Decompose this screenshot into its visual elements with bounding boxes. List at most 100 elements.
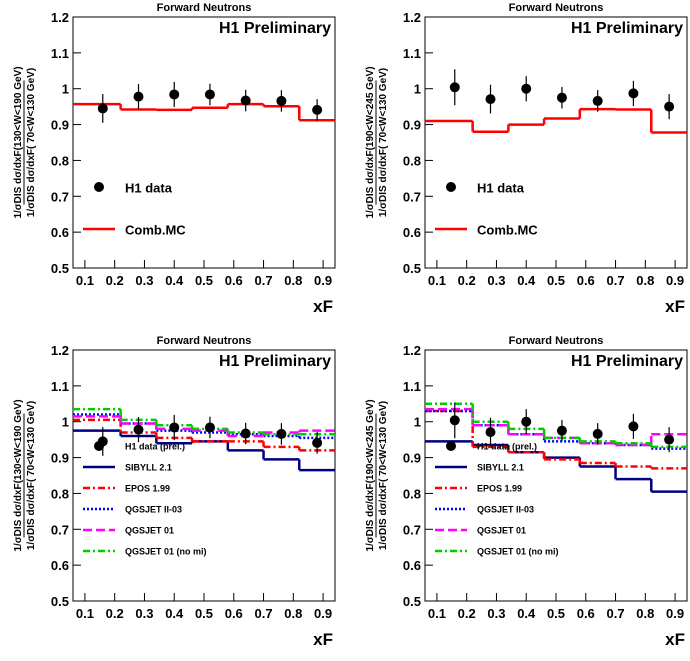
y-axis-label: 1/σDIS dσ/dxF(190<W<245 GeV) 1/σDIS dσ/dx… bbox=[365, 66, 389, 218]
data-point bbox=[276, 95, 287, 106]
y-tick-label: 0.8 bbox=[403, 153, 421, 168]
y-label-denominator: 1/σDIS dσ/dxF( 70<W<130 GeV) bbox=[26, 68, 37, 217]
data-point bbox=[133, 91, 144, 102]
plot-frame bbox=[424, 16, 688, 269]
x-tick-label: 0.4 bbox=[517, 606, 536, 621]
y-tick-label: 0.6 bbox=[403, 558, 421, 573]
y-label-numerator: 1/σDIS dσ/dxF(190<W<245 GeV) bbox=[365, 399, 376, 551]
x-tick-label: 0.6 bbox=[577, 273, 595, 288]
y-label-denominator: 1/σDIS dσ/dxF( 70<W<130 GeV) bbox=[26, 401, 37, 550]
y-tick-label: 1 bbox=[414, 82, 421, 97]
legend-marker bbox=[446, 182, 456, 192]
legend-label: QGSJET 01 bbox=[125, 526, 174, 536]
data-point bbox=[276, 428, 287, 439]
legend-label: SIBYLL 2.1 bbox=[125, 463, 172, 473]
y-axis-label: 1/σDIS dσ/dxF(130<W<190 GeV) 1/σDIS dσ/dx… bbox=[13, 66, 37, 218]
y-label-numerator: 1/σDIS dσ/dxF(130<W<190 GeV) bbox=[13, 66, 24, 218]
x-tick-label: 0.6 bbox=[225, 606, 243, 621]
data-point bbox=[449, 82, 460, 93]
data-point bbox=[521, 83, 532, 94]
data-point bbox=[312, 437, 323, 448]
y-tick-label: 1.1 bbox=[51, 46, 69, 61]
x-tick-label: 0.1 bbox=[76, 606, 94, 621]
legend-label: QGSJET 01 (no mi) bbox=[477, 547, 559, 557]
x-tick-label: 0.2 bbox=[458, 606, 476, 621]
plot-frame bbox=[72, 349, 336, 602]
x-axis-label: xF bbox=[313, 297, 333, 316]
y-tick-label: 0.7 bbox=[51, 189, 69, 204]
y-axis-label: 1/σDIS dσ/dxF(190<W<245 GeV) 1/σDIS dσ/dx… bbox=[365, 399, 389, 551]
x-tick-label: 0.8 bbox=[284, 273, 302, 288]
annotation: H1 Preliminary bbox=[219, 353, 331, 370]
x-tick-label: 0.3 bbox=[135, 273, 153, 288]
x-tick-label: 0.6 bbox=[225, 273, 243, 288]
y-label-numerator: 1/σDIS dσ/dxF(190<W<245 GeV) bbox=[365, 66, 376, 218]
x-tick-label: 0.5 bbox=[547, 606, 565, 621]
y-label-denominator: 1/σDIS dσ/dxF( 70<W<130 GeV) bbox=[378, 68, 389, 217]
x-tick-label: 0.3 bbox=[487, 273, 505, 288]
x-tick-label: 0.7 bbox=[255, 273, 273, 288]
y-label-denominator: 1/σDIS dσ/dxF( 70<W<130 GeV) bbox=[378, 401, 389, 550]
data-point bbox=[556, 425, 567, 436]
y-tick-label: 1 bbox=[414, 415, 421, 430]
y-tick-label: 0.9 bbox=[403, 118, 421, 133]
y-tick-label: 0.7 bbox=[403, 522, 421, 537]
y-tick-label: 0.7 bbox=[51, 522, 69, 537]
y-tick-label: 0.6 bbox=[403, 225, 421, 240]
x-tick-label: 0.5 bbox=[547, 273, 565, 288]
y-tick-label: 0.7 bbox=[403, 189, 421, 204]
y-tick-label: 1.1 bbox=[51, 379, 69, 394]
legend-label: H1 data bbox=[125, 181, 173, 196]
y-tick-label: 1.1 bbox=[403, 46, 421, 61]
y-tick-label: 0.5 bbox=[403, 261, 421, 276]
x-tick-label: 0.9 bbox=[666, 273, 684, 288]
legend-label: EPOS 1.99 bbox=[125, 484, 170, 494]
annotation: H1 Preliminary bbox=[571, 353, 683, 370]
y-tick-label: 0.6 bbox=[51, 225, 69, 240]
y-tick-label: 0.8 bbox=[403, 486, 421, 501]
legend-marker bbox=[94, 441, 104, 451]
legend-label: QGSJET 01 bbox=[477, 526, 526, 536]
x-tick-label: 0.4 bbox=[165, 273, 184, 288]
x-tick-label: 0.8 bbox=[636, 606, 654, 621]
data-point bbox=[592, 428, 603, 439]
y-tick-label: 1.1 bbox=[403, 379, 421, 394]
y-tick-label: 0.6 bbox=[51, 558, 69, 573]
x-axis-label: xF bbox=[665, 630, 685, 649]
x-tick-label: 0.1 bbox=[428, 273, 446, 288]
legend-label: QGSJET 01 (no mi) bbox=[125, 547, 207, 557]
x-tick-label: 0.1 bbox=[428, 606, 446, 621]
panel-title: Forward Neutrons bbox=[157, 2, 252, 14]
legend-label: Comb.MC bbox=[125, 223, 186, 238]
x-tick-label: 0.7 bbox=[607, 606, 625, 621]
x-tick-label: 0.2 bbox=[106, 273, 124, 288]
y-tick-label: 1.2 bbox=[403, 343, 421, 358]
plot-frame bbox=[424, 349, 688, 602]
x-tick-label: 0.4 bbox=[517, 273, 536, 288]
x-tick-label: 0.2 bbox=[458, 273, 476, 288]
data-point bbox=[485, 94, 496, 105]
y-tick-label: 1.2 bbox=[51, 10, 69, 25]
y-tick-label: 0.8 bbox=[51, 486, 69, 501]
data-point bbox=[312, 104, 323, 115]
data-point bbox=[628, 88, 639, 99]
y-label-numerator: 1/σDIS dσ/dxF(130<W<190 GeV) bbox=[13, 399, 24, 551]
x-tick-label: 0.2 bbox=[106, 606, 124, 621]
y-axis-label: 1/σDIS dσ/dxF(130<W<190 GeV) 1/σDIS dσ/dx… bbox=[13, 399, 37, 551]
x-axis-label: xF bbox=[313, 630, 333, 649]
y-tick-label: 1.2 bbox=[403, 10, 421, 25]
y-tick-label: 1 bbox=[62, 82, 69, 97]
data-point bbox=[204, 89, 215, 100]
y-tick-label: 1.2 bbox=[51, 343, 69, 358]
legend-marker bbox=[94, 182, 104, 192]
data-point bbox=[485, 427, 496, 438]
x-tick-label: 0.1 bbox=[76, 273, 94, 288]
data-point bbox=[556, 92, 567, 103]
data-point bbox=[169, 422, 180, 433]
annotation: H1 Preliminary bbox=[219, 20, 331, 37]
x-tick-label: 0.3 bbox=[487, 606, 505, 621]
data-point bbox=[449, 415, 460, 426]
x-tick-label: 0.5 bbox=[195, 273, 213, 288]
x-tick-label: 0.3 bbox=[135, 606, 153, 621]
